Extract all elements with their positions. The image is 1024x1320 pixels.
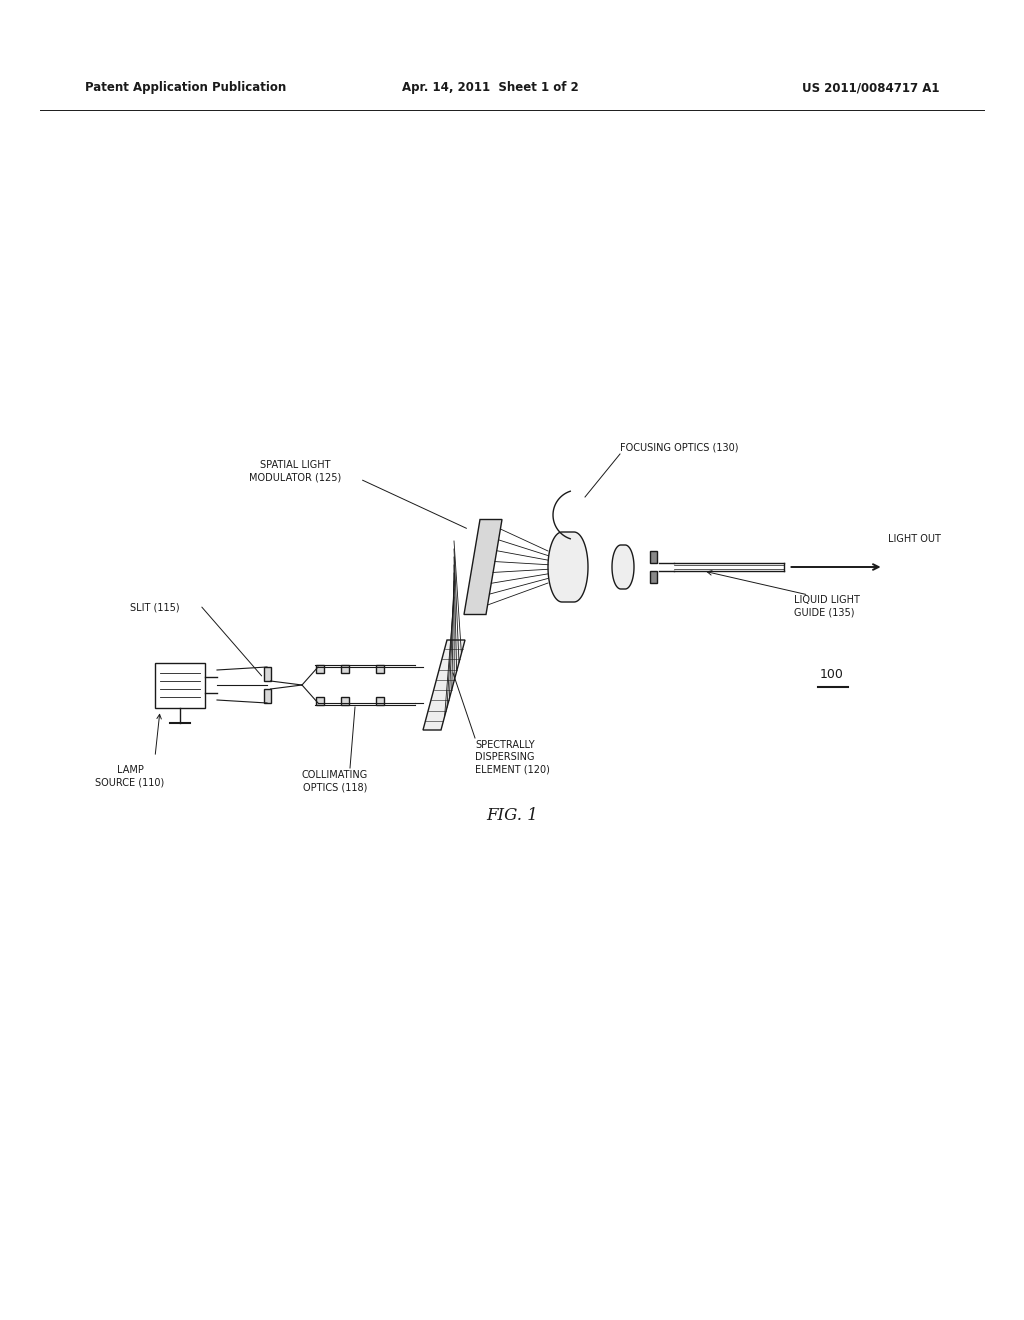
Polygon shape: [316, 665, 324, 673]
Polygon shape: [464, 520, 502, 615]
Polygon shape: [341, 665, 349, 673]
Polygon shape: [341, 697, 349, 705]
Text: SLIT (115): SLIT (115): [130, 602, 180, 612]
Text: LIGHT OUT: LIGHT OUT: [889, 535, 941, 544]
Polygon shape: [423, 640, 465, 730]
Text: COLLIMATING
OPTICS (118): COLLIMATING OPTICS (118): [302, 770, 368, 792]
Polygon shape: [376, 665, 384, 673]
Text: LAMP
SOURCE (110): LAMP SOURCE (110): [95, 766, 165, 788]
Polygon shape: [316, 697, 324, 705]
Text: 100: 100: [820, 668, 844, 681]
Text: FIG. 1: FIG. 1: [486, 807, 538, 824]
Polygon shape: [612, 545, 634, 589]
Polygon shape: [649, 550, 656, 564]
Polygon shape: [649, 572, 656, 583]
Polygon shape: [376, 697, 384, 705]
Text: Patent Application Publication: Patent Application Publication: [85, 82, 287, 95]
Text: FOCUSING OPTICS (130): FOCUSING OPTICS (130): [620, 442, 738, 451]
Polygon shape: [263, 667, 270, 681]
Text: SPECTRALLY
DISPERSING
ELEMENT (120): SPECTRALLY DISPERSING ELEMENT (120): [475, 741, 550, 775]
Text: US 2011/0084717 A1: US 2011/0084717 A1: [803, 82, 940, 95]
Polygon shape: [548, 532, 588, 602]
Text: LIQUID LIGHT
GUIDE (135): LIQUID LIGHT GUIDE (135): [794, 595, 859, 618]
Text: Apr. 14, 2011  Sheet 1 of 2: Apr. 14, 2011 Sheet 1 of 2: [401, 82, 579, 95]
Text: SPATIAL LIGHT
MODULATOR (125): SPATIAL LIGHT MODULATOR (125): [249, 459, 341, 482]
Polygon shape: [263, 689, 270, 704]
